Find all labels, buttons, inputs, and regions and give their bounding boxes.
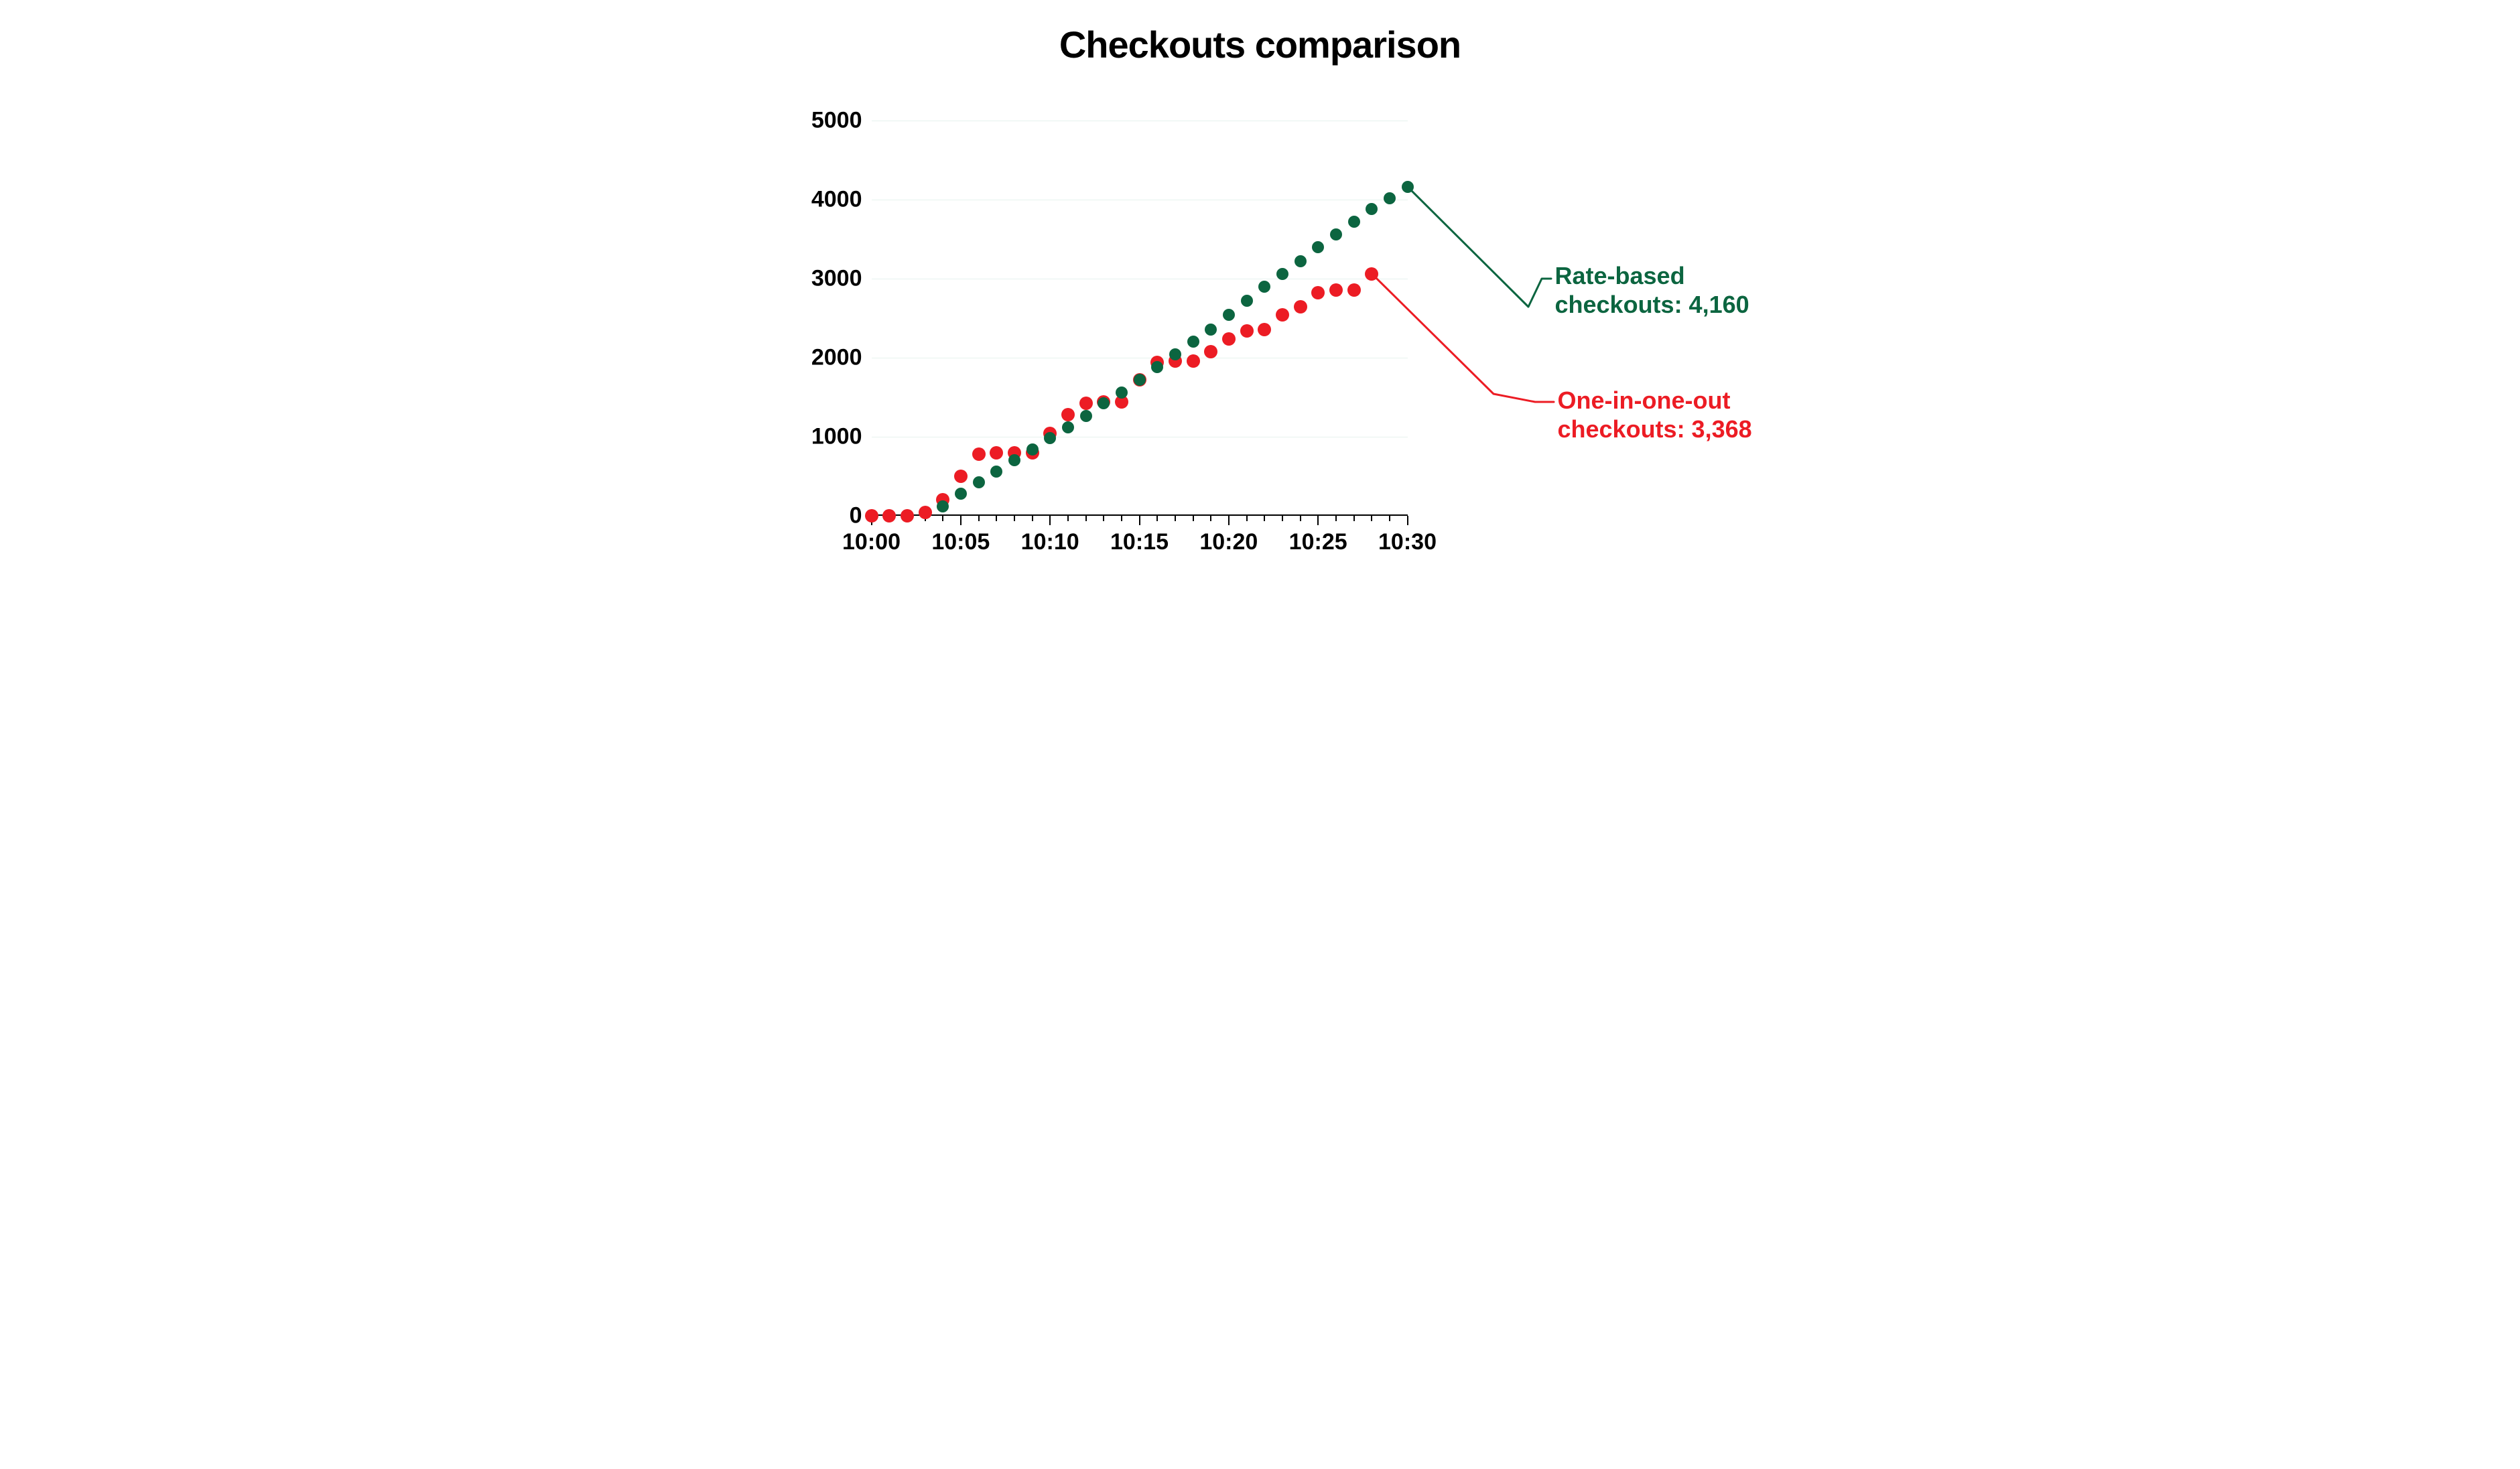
callout-connector-one_in_one_out	[872, 121, 1609, 516]
x-axis-tick	[1353, 516, 1355, 521]
callout-line1: Rate-based	[1555, 261, 1749, 290]
callout-one_in_one_out: One-in-one-outcheckouts: 3,368	[1558, 386, 1752, 443]
x-axis-label: 10:20	[1199, 516, 1258, 555]
y-axis-label: 1000	[811, 424, 872, 450]
callout-line2: checkouts: 4,160	[1555, 290, 1749, 319]
chart-title: Checkouts comparison	[751, 23, 1770, 66]
x-axis-label: 10:25	[1289, 516, 1347, 555]
chart-stage: Checkouts comparison 0100020003000400050…	[751, 0, 1770, 593]
x-axis-tick	[996, 516, 997, 521]
x-axis-tick	[1193, 516, 1194, 521]
x-axis-label: 10:30	[1378, 516, 1437, 555]
callout-line2: checkouts: 3,368	[1558, 415, 1752, 443]
callout-line1: One-in-one-out	[1558, 386, 1752, 415]
x-axis-tick	[1014, 516, 1015, 521]
y-axis-label: 4000	[811, 187, 872, 213]
x-axis-tick	[1103, 516, 1104, 521]
x-axis-tick	[1175, 516, 1176, 521]
x-axis-label: 10:15	[1110, 516, 1169, 555]
plot-area: 01000200030004000500010:0010:0510:1010:1…	[872, 121, 1408, 516]
x-axis-tick	[1264, 516, 1265, 521]
x-axis-tick	[1282, 516, 1283, 521]
y-axis-label: 3000	[811, 266, 872, 292]
callout-rate_based: Rate-basedcheckouts: 4,160	[1555, 261, 1749, 319]
x-axis-label: 10:10	[1021, 516, 1079, 555]
y-axis-label: 5000	[811, 108, 872, 134]
y-axis-label: 2000	[811, 345, 872, 371]
x-axis-label: 10:05	[931, 516, 990, 555]
x-axis-tick	[1371, 516, 1372, 521]
x-axis-tick	[1085, 516, 1087, 521]
